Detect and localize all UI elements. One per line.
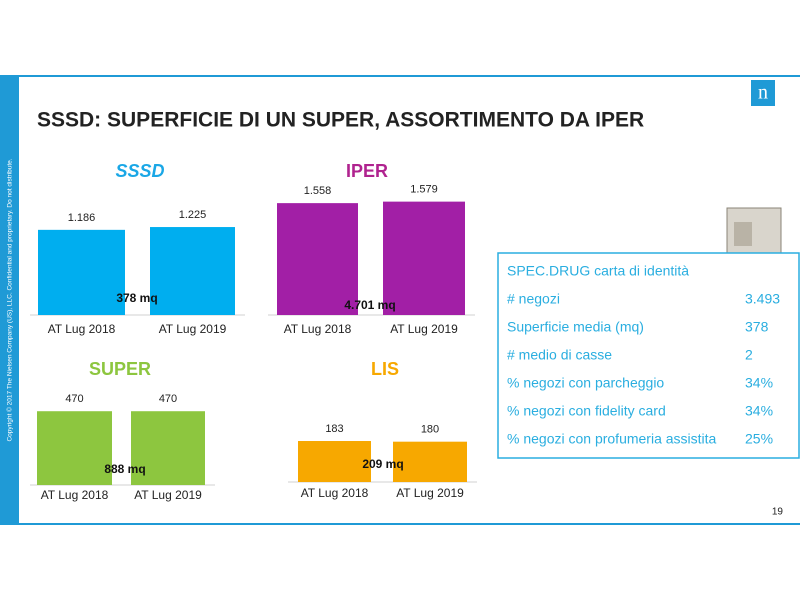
x-tick-label: AT Lug 2018 <box>301 486 369 500</box>
chart-title: LIS <box>371 359 399 379</box>
logo: n <box>758 82 768 104</box>
x-tick-label: AT Lug 2019 <box>159 322 227 336</box>
info-label: % negozi con parcheggio <box>507 375 664 391</box>
info-value: 25% <box>745 431 773 447</box>
value-label: 1.186 <box>68 212 96 224</box>
side-band <box>0 77 19 523</box>
annotation: 4.701 mq <box>344 298 395 312</box>
copyright: Copyright © 2017 The Nielsen Company (US… <box>6 158 14 441</box>
id-card-photo <box>734 222 752 246</box>
info-title: SPEC.DRUG carta di identità <box>507 263 689 279</box>
logo-box <box>751 80 775 106</box>
x-tick-label: AT Lug 2019 <box>396 486 464 500</box>
annotation: 209 mq <box>362 457 403 471</box>
bar <box>298 441 371 482</box>
value-label: 180 <box>421 424 439 436</box>
bar <box>277 203 358 315</box>
info-value: 3.493 <box>745 291 780 307</box>
page-number: 19 <box>772 507 784 518</box>
bar <box>131 411 205 485</box>
bar <box>38 229 125 315</box>
info-value: 34% <box>745 375 773 391</box>
info-value: 378 <box>745 319 769 335</box>
x-tick-label: AT Lug 2018 <box>48 322 116 336</box>
info-box <box>497 252 800 459</box>
info-label: # medio di casse <box>507 347 612 363</box>
x-tick-label: AT Lug 2018 <box>41 488 109 502</box>
chart-title: IPER <box>346 161 388 181</box>
x-tick-label: AT Lug 2019 <box>134 488 202 502</box>
value-label: 1.558 <box>304 185 332 197</box>
info-label: % negozi con profumeria assistita <box>507 431 717 447</box>
annotation: 888 mq <box>104 462 145 476</box>
value-label: 183 <box>325 423 343 435</box>
bar <box>150 227 235 315</box>
info-label: # negozi <box>507 291 560 307</box>
value-label: 1.225 <box>179 209 207 221</box>
value-label: 470 <box>65 393 83 405</box>
info-label: Superficie media (mq) <box>507 319 644 335</box>
value-label: 1.579 <box>410 184 438 196</box>
info-label: % negozi con fidelity card <box>507 403 666 419</box>
chart-title: SUPER <box>89 359 151 379</box>
chart-title: SSSD <box>115 161 164 181</box>
slide-title: SSSD: SUPERFICIE DI UN SUPER, ASSORTIMEN… <box>37 109 644 132</box>
bar <box>383 201 465 315</box>
x-tick-label: AT Lug 2019 <box>390 322 458 336</box>
annotation: 378 mq <box>116 291 157 305</box>
bar <box>393 441 467 482</box>
info-value: 2 <box>745 347 753 363</box>
bar <box>37 411 112 485</box>
x-tick-label: AT Lug 2018 <box>284 322 352 336</box>
value-label: 470 <box>159 393 177 405</box>
info-value: 34% <box>745 403 773 419</box>
